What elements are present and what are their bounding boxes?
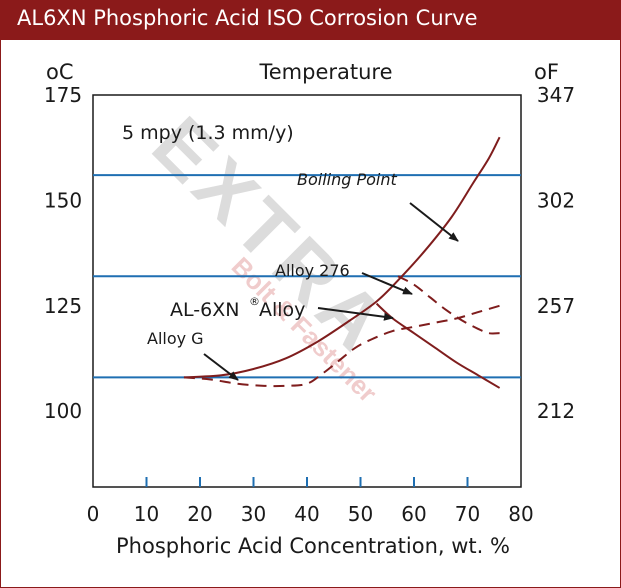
x-tick-label-50: 50 [348, 502, 373, 526]
x-tick-label-80: 80 [508, 502, 533, 526]
y-right-tick-label-257: 257 [537, 294, 575, 318]
label-al6xn: AL-6XN [170, 299, 239, 321]
page-title: AL6XN Phosphoric Acid ISO Corrosion Curv… [17, 6, 478, 30]
title-bar: AL6XN Phosphoric Acid ISO Corrosion Curv… [0, 0, 621, 40]
label-group: Boiling Point Alloy 276 AL-6XN ® Alloy Alloy … [147, 170, 459, 381]
rate-annotation: 5 mpy (1.3 mm/y) [122, 122, 294, 144]
y-left-tick-label-100: 100 [44, 399, 82, 423]
label-alloy-276: Alloy 276 [275, 261, 350, 280]
y-right-tick-label-212: 212 [537, 399, 575, 423]
x-tick-label-10: 10 [134, 502, 159, 526]
label-al6xn-registered: ® [249, 295, 260, 308]
watermark: EXTRA Bolt & Fastener [136, 100, 406, 408]
x-axis-ticks [145, 477, 469, 487]
x-tick-label-70: 70 [455, 502, 480, 526]
arrow-alloy-276 [361, 272, 413, 295]
axis-text-group: 0 10 20 30 40 50 60 70 80 100 125 150 175 212 257 302 34… [44, 60, 575, 558]
label-alloy-g: Alloy G [147, 329, 204, 348]
series-line-2 [397, 275, 500, 335]
label-al6xn-alloy: Alloy [259, 299, 305, 321]
y-left-unit-label: oC [46, 60, 74, 84]
y-right-unit-label: oF [534, 60, 559, 84]
x-tick-label-20: 20 [187, 502, 212, 526]
y-left-tick-label-125: 125 [44, 294, 82, 318]
x-tick-label-40: 40 [294, 502, 319, 526]
series-line-3 [183, 304, 500, 388]
y-right-tick-label-347: 347 [537, 83, 575, 107]
chart-subtitle: Temperature [258, 60, 392, 84]
x-tick-label-60: 60 [401, 502, 426, 526]
x-tick-label-0: 0 [87, 502, 100, 526]
label-boiling-point: Boiling Point [297, 170, 398, 189]
arrow-alloy-g [203, 353, 239, 381]
x-tick-label-30: 30 [241, 502, 266, 526]
arrow-al6xn [317, 307, 394, 321]
reference-lines [93, 174, 521, 379]
y-left-tick-label-150: 150 [44, 188, 82, 212]
y-right-tick-label-302: 302 [537, 188, 575, 212]
y-left-tick-label-175: 175 [44, 83, 82, 107]
arrow-boiling-point [409, 202, 459, 242]
x-axis-title: Phosphoric Acid Concentration, wt. % [116, 534, 510, 558]
series-line-0 [183, 136, 501, 379]
